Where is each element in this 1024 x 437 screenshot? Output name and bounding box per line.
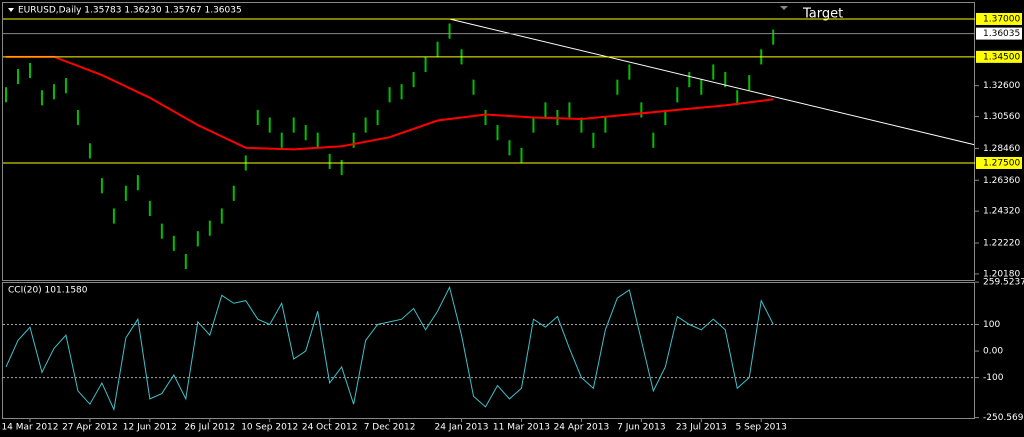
cci-line [5,285,774,412]
level-label: 1.37000 [983,14,1020,24]
x-tick-label: 24 Apr 2013 [554,423,610,433]
x-tick-label: 14 Mar 2012 [1,423,58,433]
level-label-box [976,156,1022,169]
cci-title: CCI(20) 101.1580 [8,286,88,296]
chart-title: EURUSD,Daily 1.35783 1.36230 1.35767 1.3… [18,6,242,16]
price-panel [2,2,975,281]
x-tick-label: 12 Jun 2012 [123,423,177,433]
y-tick-label: 259.5237 [983,278,1024,288]
y-tick-label: -250.569 [983,413,1024,423]
y-tick-label: -100 [983,373,1004,383]
x-tick-label: 27 Apr 2012 [62,423,118,433]
x-tick-label: 24 Jan 2013 [435,423,489,433]
y-tick-label: 1.32600 [983,81,1020,91]
level-label-box [976,12,1022,25]
level-label: 1.27500 [983,158,1020,168]
y-tick-label: 1.26360 [983,176,1020,186]
x-tick-label: 5 Sep 2013 [736,423,787,433]
shift-marker [780,6,788,10]
x-tick-label: 10 Sep 2012 [241,423,298,433]
y-tick-label: 1.24320 [983,207,1020,217]
y-tick-label: 1.22220 [983,239,1020,249]
y-tick-label: 1.30560 [983,112,1020,122]
trendline [449,18,975,146]
current-price-label: 1.36035 [983,29,1020,39]
menu-arrow [8,8,14,12]
y-tick-label: 1.20180 [983,269,1020,279]
x-tick-label: 26 Jul 2012 [184,423,235,433]
level-label-box [976,50,1022,63]
level-label: 1.34500 [983,52,1020,62]
x-tick-label: 23 Jul 2013 [676,423,727,433]
y-tick-label: 0.00 [983,347,1003,357]
y-tick-label: 100 [983,320,1000,330]
moving-average [6,55,774,151]
current-price-box [976,27,1022,40]
annotation: Target [802,7,843,22]
cci-panel [2,282,975,419]
x-tick-label: 7 Jun 2013 [617,423,665,433]
x-tick-label: 11 Mar 2013 [493,423,550,433]
x-tick-label: 24 Oct 2012 [302,423,358,433]
x-tick-label: 7 Dec 2012 [364,423,416,433]
y-tick-label: 1.28460 [983,144,1020,154]
